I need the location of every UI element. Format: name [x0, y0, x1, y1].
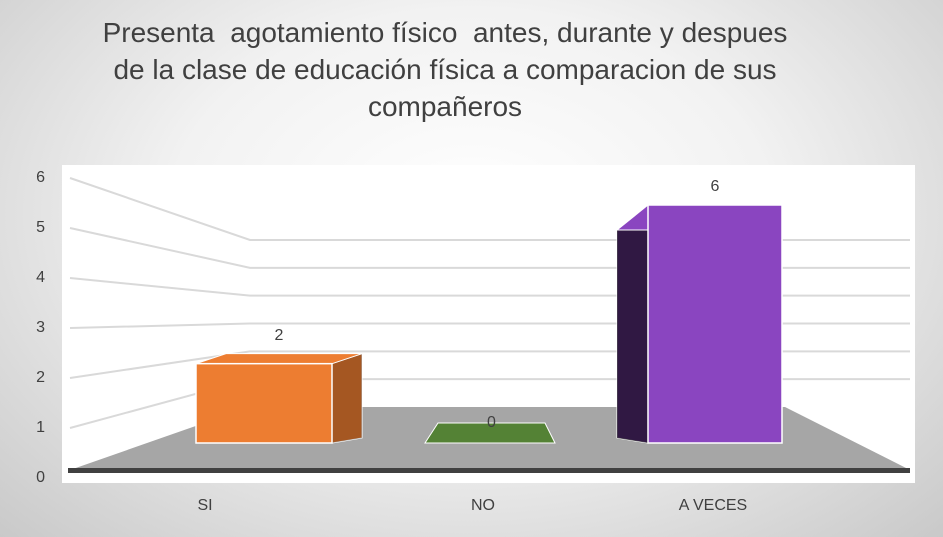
value-label: 0 — [487, 414, 496, 431]
x-tick-label: NO — [471, 497, 495, 514]
base-line — [68, 468, 910, 473]
bar — [647, 204, 783, 444]
y-tick-label: 0 — [36, 469, 45, 486]
y-tick-label: 5 — [36, 219, 45, 236]
y-tick-label: 6 — [36, 169, 45, 186]
bar — [195, 362, 333, 444]
value-label: 6 — [711, 178, 720, 195]
value-label: 2 — [275, 327, 284, 344]
bar-side-shade — [332, 353, 362, 443]
chart-title: Presenta agotamiento físico antes, duran… — [102, 17, 796, 122]
bar — [424, 422, 556, 444]
bar-side-shade — [617, 205, 648, 443]
y-tick-label: 2 — [36, 369, 45, 386]
y-tick-label: 1 — [36, 419, 45, 436]
y-tick-label: 3 — [36, 319, 45, 336]
x-tick-label: SI — [197, 497, 212, 514]
y-tick-label: 4 — [36, 269, 45, 286]
bar-top — [195, 353, 363, 365]
x-tick-label: A VECES — [679, 497, 747, 514]
